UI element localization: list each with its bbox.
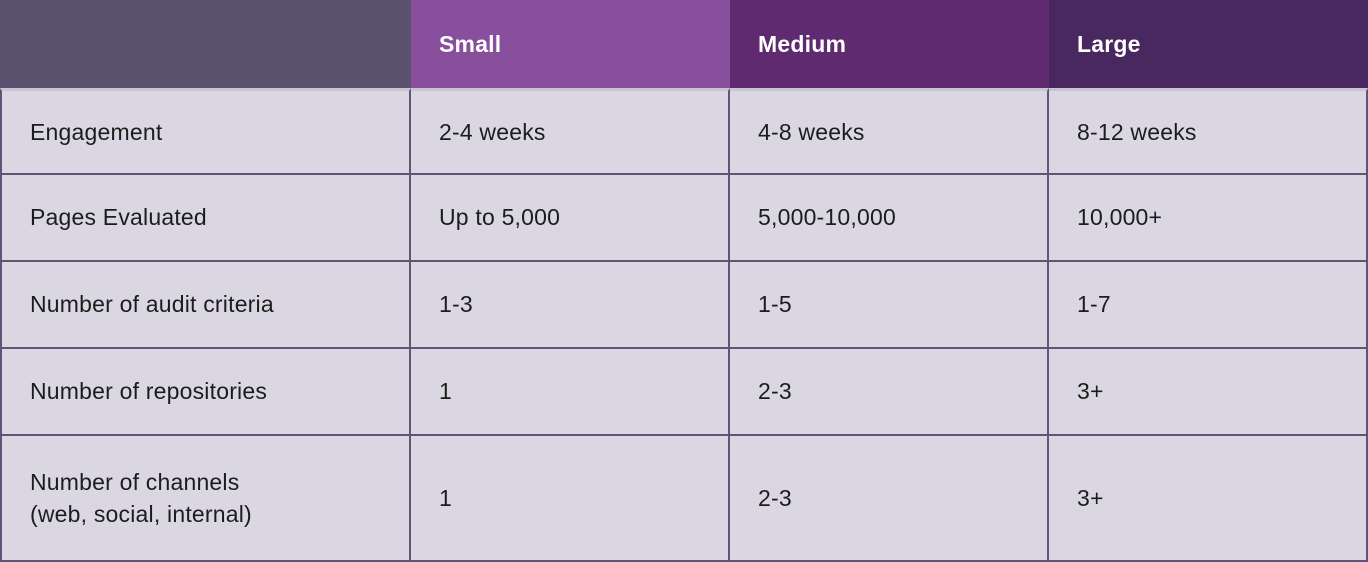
value-small: 1 bbox=[411, 349, 730, 436]
column-header-small: Small bbox=[411, 0, 730, 88]
value-large: 1-7 bbox=[1049, 262, 1368, 349]
table-row-pages-evaluated: Pages Evaluated Up to 5,000 5,000-10,000… bbox=[0, 175, 1368, 262]
value-large: 3+ bbox=[1049, 436, 1368, 562]
value-medium: 5,000-10,000 bbox=[730, 175, 1049, 262]
value-medium: 2-3 bbox=[730, 436, 1049, 562]
row-label: Engagement bbox=[0, 88, 411, 175]
value-medium: 4-8 weeks bbox=[730, 88, 1049, 175]
table-row-repositories: Number of repositories 1 2-3 3+ bbox=[0, 349, 1368, 436]
value-small: 2-4 weeks bbox=[411, 88, 730, 175]
column-header-large: Large bbox=[1049, 0, 1368, 88]
header-blank-cell bbox=[0, 0, 411, 88]
row-label: Number of repositories bbox=[0, 349, 411, 436]
row-label: Number of audit criteria bbox=[0, 262, 411, 349]
value-small: Up to 5,000 bbox=[411, 175, 730, 262]
value-large: 10,000+ bbox=[1049, 175, 1368, 262]
table-row-audit-criteria: Number of audit criteria 1-3 1-5 1-7 bbox=[0, 262, 1368, 349]
row-label: Number of channels (web, social, interna… bbox=[0, 436, 411, 562]
table-row-engagement: Engagement 2-4 weeks 4-8 weeks 8-12 week… bbox=[0, 88, 1368, 175]
column-header-medium: Medium bbox=[730, 0, 1049, 88]
table-header-row: Small Medium Large bbox=[0, 0, 1368, 88]
value-medium: 2-3 bbox=[730, 349, 1049, 436]
value-large: 3+ bbox=[1049, 349, 1368, 436]
row-label: Pages Evaluated bbox=[0, 175, 411, 262]
value-large: 8-12 weeks bbox=[1049, 88, 1368, 175]
table-row-channels: Number of channels (web, social, interna… bbox=[0, 436, 1368, 562]
value-small: 1 bbox=[411, 436, 730, 562]
value-small: 1-3 bbox=[411, 262, 730, 349]
value-medium: 1-5 bbox=[730, 262, 1049, 349]
